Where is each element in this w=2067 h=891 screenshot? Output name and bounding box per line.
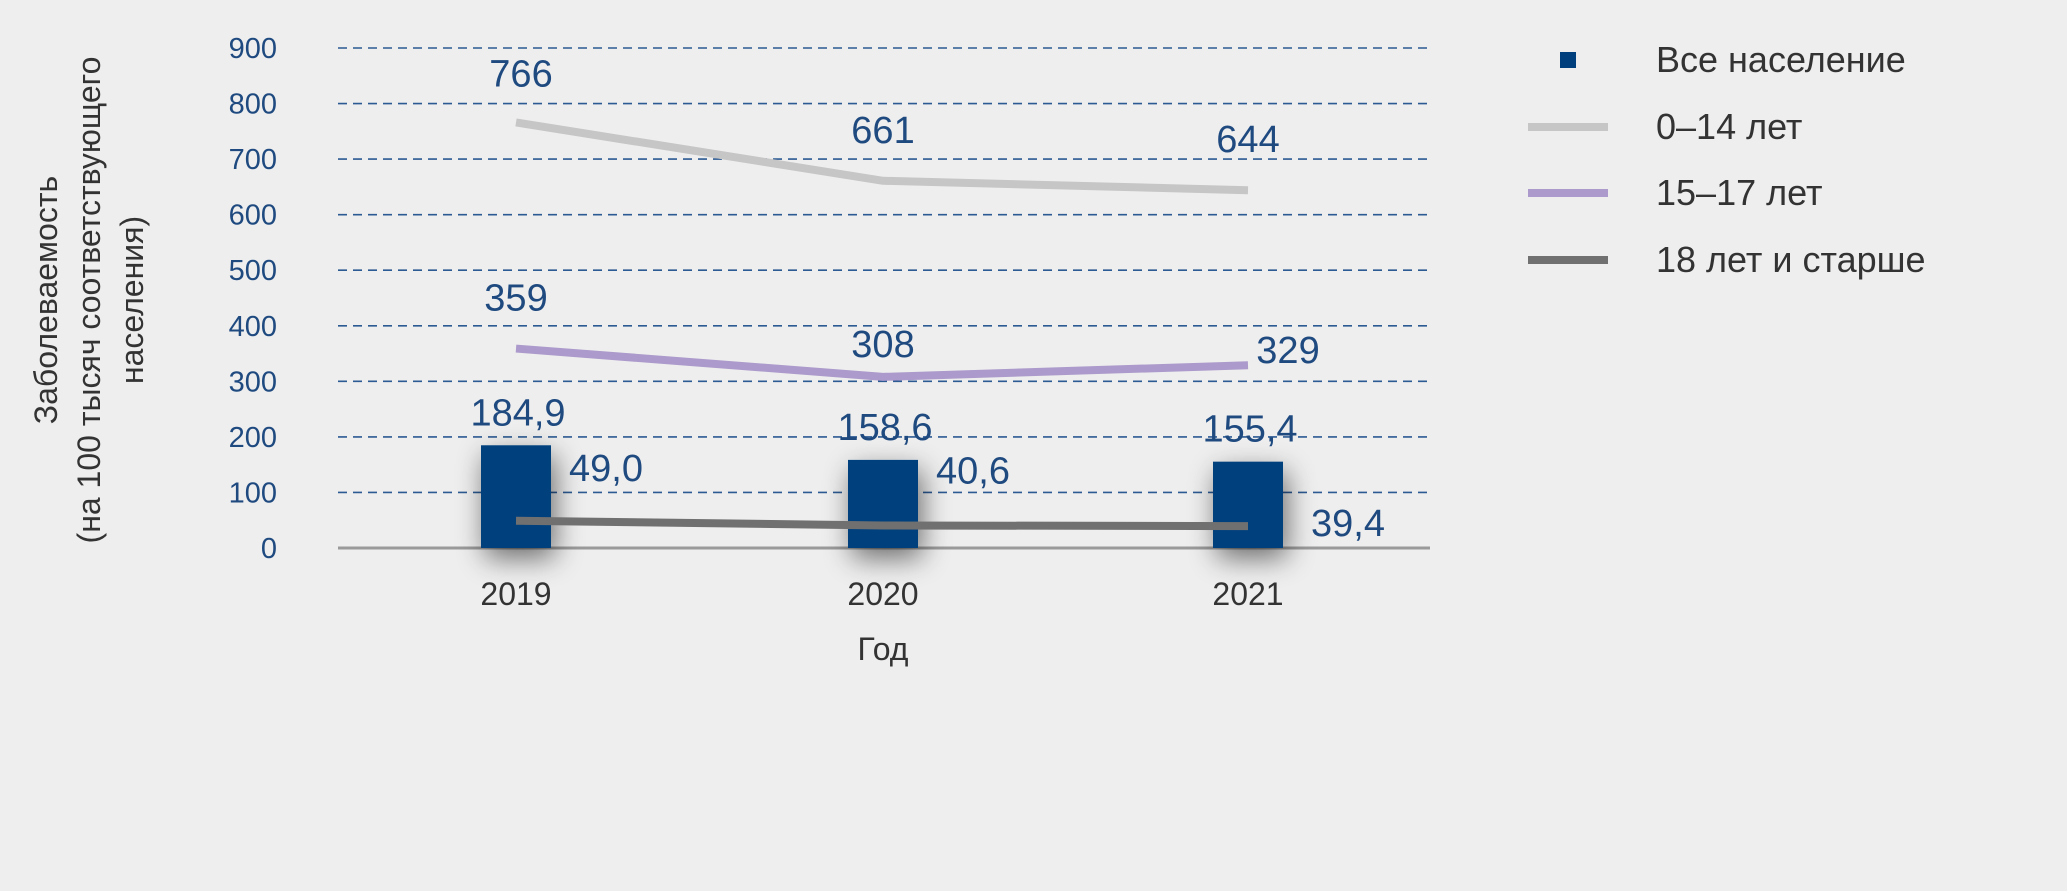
y-tick-label: 100 <box>229 477 277 509</box>
bar <box>848 459 918 548</box>
y-axis-title: Заболеваемость (на 100 тысяч соответству… <box>28 57 150 544</box>
legend-marker-bar <box>1560 52 1576 68</box>
line-data-label: 644 <box>1216 119 1279 161</box>
y-tick-label: 700 <box>229 144 277 176</box>
legend-label: 15–17 лет <box>1656 172 1822 213</box>
line-data-label: 766 <box>489 53 552 95</box>
line-data-label: 40,6 <box>936 450 1010 492</box>
line-layer <box>515 118 1249 531</box>
line-data-label: 39,4 <box>1311 503 1385 545</box>
legend-label: 0–14 лет <box>1656 106 1802 147</box>
line-data-label: 329 <box>1256 330 1319 372</box>
bar-data-label: 158,6 <box>837 407 932 449</box>
series-line <box>515 344 1249 381</box>
line-data-label: 359 <box>484 278 547 320</box>
legend: Все население 0–14 лет 15–17 лет 18 лет и с… <box>1528 39 1926 280</box>
bar <box>1213 461 1283 548</box>
line-data-label: 308 <box>851 324 914 366</box>
legend-label: Все население <box>1656 39 1906 80</box>
bar-data-label: 155,4 <box>1202 409 1297 451</box>
line-data-label: 661 <box>851 110 914 152</box>
y-axis-title-line-2: (на 100 тысяч соответствующего <box>71 57 107 544</box>
y-tick-label: 900 <box>229 33 277 65</box>
y-tick-label: 200 <box>229 422 277 454</box>
y-tick-label: 800 <box>229 89 277 121</box>
x-axis-title: Год <box>858 631 909 667</box>
bar-layer <box>481 445 1283 548</box>
y-axis-title-line-1: Заболеваемость <box>28 176 64 424</box>
x-tick-labels: 2019 2020 2021 <box>480 576 1283 612</box>
y-tick-label: 500 <box>229 255 277 287</box>
data-label-layer: 184,9 158,6 155,4 766 661 644 359 308 329 49,0 40,… <box>470 53 1385 545</box>
line-data-label: 49,0 <box>569 448 643 490</box>
x-tick-label: 2021 <box>1212 576 1283 612</box>
bar-data-label: 184,9 <box>470 392 565 434</box>
y-axis-title-line-3: населения) <box>114 216 150 384</box>
bar <box>481 445 551 548</box>
y-tick-label: 400 <box>229 311 277 343</box>
x-tick-label: 2020 <box>847 576 918 612</box>
y-tick-labels: 0 100 200 300 400 500 600 700 800 900 <box>229 33 277 565</box>
y-tick-label: 600 <box>229 200 277 232</box>
y-tick-label: 300 <box>229 366 277 398</box>
series-line <box>515 118 1249 195</box>
y-tick-label: 0 <box>261 533 277 565</box>
legend-label: 18 лет и старше <box>1656 239 1926 280</box>
x-tick-label: 2019 <box>480 576 551 612</box>
series-line <box>515 516 1249 531</box>
